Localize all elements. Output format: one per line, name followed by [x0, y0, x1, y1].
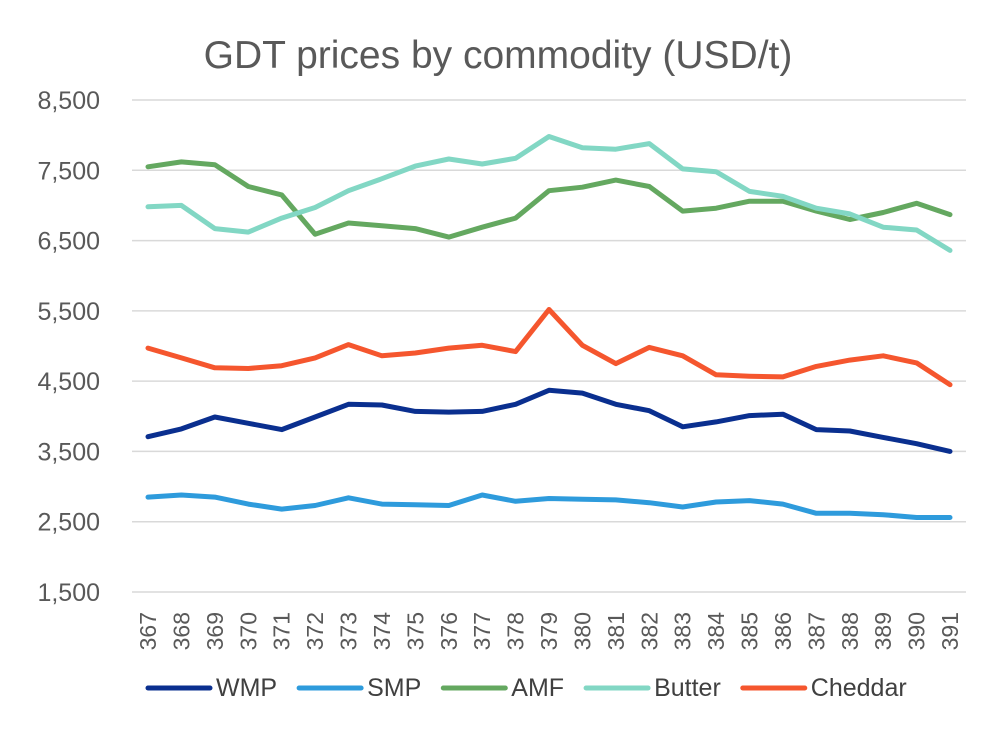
series-line-cheddar: [145, 307, 953, 388]
series-lines: [145, 134, 953, 520]
y-tick-label: 2,500: [37, 509, 100, 537]
x-tick-label: 382: [636, 612, 662, 650]
legend-label: WMP: [216, 674, 277, 702]
x-axis-tick-labels: 367 368 369 370 371 372 373 374 375 376 377 378 379 3…: [135, 612, 963, 651]
y-tick-label: 3,500: [37, 438, 100, 466]
x-tick-label: 389: [870, 612, 896, 650]
x-tick-label: 367: [135, 612, 161, 650]
x-tick-label: 379: [536, 612, 562, 650]
y-tick-label: 5,500: [37, 298, 100, 326]
legend-label: SMP: [367, 674, 421, 702]
x-tick-label: 381: [603, 612, 629, 650]
gridlines: [132, 99, 966, 593]
x-tick-label: 391: [937, 612, 963, 650]
legend-item-butter: Butter: [583, 674, 721, 702]
chart-title: GDT prices by commodity (USD/t): [204, 34, 793, 77]
legend-item-smp: SMP: [296, 674, 421, 702]
y-axis-tick-labels: 1,500 2,500 3,500 4,500 5,500 6,500 7,500 8,500: [37, 87, 100, 607]
legend-item-cheddar: Cheddar: [740, 674, 907, 702]
x-tick-label: 380: [569, 612, 595, 650]
x-tick-label: 377: [469, 612, 495, 650]
legend-label: Cheddar: [811, 674, 907, 702]
series-line-butter: [145, 134, 953, 253]
y-tick-label: 1,500: [37, 579, 100, 607]
legend-label: Butter: [654, 674, 721, 702]
series-line-smp: [145, 492, 953, 520]
x-tick-label: 383: [670, 612, 696, 650]
x-tick-label: 378: [503, 612, 529, 650]
y-tick-label: 4,500: [37, 368, 100, 396]
y-tick-label: 6,500: [37, 228, 100, 256]
x-tick-label: 390: [904, 612, 930, 650]
x-tick-label: 368: [168, 612, 194, 650]
x-tick-label: 388: [837, 612, 863, 650]
legend-item-amf: AMF: [440, 674, 564, 702]
x-tick-label: 386: [770, 612, 796, 650]
x-tick-label: 375: [402, 612, 428, 650]
series-line-wmp: [145, 387, 953, 454]
x-tick-label: 373: [336, 612, 362, 650]
x-tick-label: 371: [269, 612, 295, 650]
x-tick-label: 370: [235, 612, 261, 650]
series-line-amf: [145, 159, 953, 240]
x-tick-label: 372: [302, 612, 328, 650]
y-tick-label: 8,500: [37, 87, 100, 115]
x-tick-label: 385: [737, 612, 763, 650]
x-tick-label: 376: [436, 612, 462, 650]
legend-item-wmp: WMP: [145, 674, 277, 702]
x-tick-label: 387: [803, 612, 829, 650]
x-tick-label: 369: [202, 612, 228, 650]
x-tick-label: 384: [703, 612, 729, 651]
y-tick-label: 7,500: [37, 157, 100, 185]
legend-label: AMF: [511, 674, 564, 702]
x-tick-label: 374: [369, 612, 395, 651]
legend: WMP SMP AMF Butter Cheddar: [145, 674, 907, 702]
